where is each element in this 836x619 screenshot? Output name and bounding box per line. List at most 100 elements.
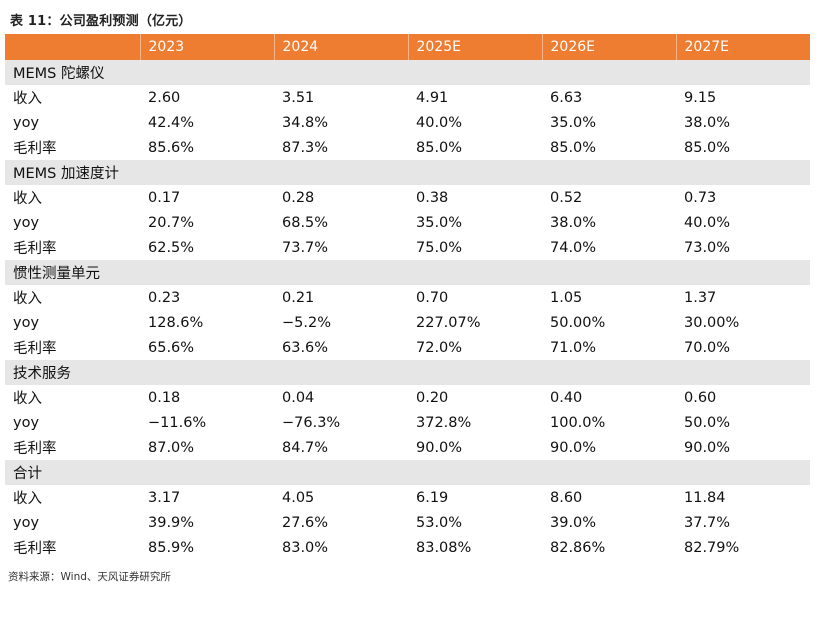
section-name: 惯性测量单元: [5, 260, 140, 285]
value-cell: 73.7%: [282, 239, 329, 256]
section-empty-cell: [408, 160, 542, 185]
section-empty-cell: [542, 360, 676, 385]
value-cell: 40.0%: [416, 114, 463, 131]
header-cell: [5, 34, 141, 60]
section-name: 技术服务: [5, 360, 140, 385]
value-cell: 85.0%: [684, 139, 731, 156]
section-empty-cell: [408, 60, 542, 85]
header-row: 2023 2024 2025E 2026E 2027E: [5, 34, 810, 60]
value-cell: 3.17: [148, 489, 181, 506]
value-cell: 3.51: [282, 89, 315, 106]
table-row: yoy 20.7% 68.5% 35.0% 38.0% 40.0%: [5, 210, 810, 235]
value-cell: 0.28: [282, 189, 315, 206]
value-cell: 0.18: [148, 389, 181, 406]
value-cell: 20.7%: [148, 214, 195, 231]
row-label: yoy: [13, 214, 40, 231]
row-label: yoy: [13, 514, 40, 531]
section-empty-cell: [140, 60, 274, 85]
row-label: 毛利率: [13, 441, 57, 457]
value-cell: 39.0%: [550, 514, 597, 531]
row-label: 毛利率: [13, 141, 57, 157]
value-cell: 11.84: [684, 489, 726, 506]
value-cell: 6.63: [550, 89, 583, 106]
section-empty-cell: [676, 360, 810, 385]
row-label: 收入: [13, 191, 42, 207]
value-cell: 1.05: [550, 289, 583, 306]
value-cell: 85.9%: [148, 539, 195, 556]
value-cell: 75.0%: [416, 239, 463, 256]
section-empty-cell: [274, 260, 408, 285]
value-cell: 0.38: [416, 189, 449, 206]
table-row: 毛利率 85.6% 87.3% 85.0% 85.0% 85.0%: [5, 135, 810, 160]
value-cell: 90.0%: [550, 439, 597, 456]
value-cell: 4.05: [282, 489, 315, 506]
section-empty-cell: [676, 60, 810, 85]
section-empty-cell: [542, 260, 676, 285]
value-cell: 0.73: [684, 189, 717, 206]
table-row: 收入 0.17 0.28 0.38 0.52 0.73: [5, 185, 810, 210]
value-cell: 39.9%: [148, 514, 195, 531]
section-empty-cell: [676, 160, 810, 185]
table-row: 毛利率 62.5% 73.7% 75.0% 74.0% 73.0%: [5, 235, 810, 260]
value-cell: 50.0%: [684, 414, 731, 431]
value-cell: 372.8%: [416, 414, 472, 431]
header-cell: 2025E: [408, 34, 543, 60]
table-row: 收入 0.23 0.21 0.70 1.05 1.37: [5, 285, 810, 310]
value-cell: 74.0%: [550, 239, 597, 256]
section-empty-cell: [408, 260, 542, 285]
section-empty-cell: [542, 460, 676, 485]
table-row: 收入 2.60 3.51 4.91 6.63 9.15: [5, 85, 810, 110]
header-cell: 2023: [140, 34, 275, 60]
row-label: yoy: [13, 414, 40, 431]
value-cell: 38.0%: [550, 214, 597, 231]
value-cell: 4.91: [416, 89, 449, 106]
section-name: MEMS 加速度计: [5, 160, 140, 185]
table-row: yoy 128.6% −5.2% 227.07% 50.00% 30.00%: [5, 310, 810, 335]
section-empty-cell: [274, 460, 408, 485]
section-empty-cell: [274, 160, 408, 185]
value-cell: 82.79%: [684, 539, 740, 556]
value-cell: 6.19: [416, 489, 449, 506]
value-cell: 70.0%: [684, 339, 731, 356]
table-row: 毛利率 65.6% 63.6% 72.0% 71.0% 70.0%: [5, 335, 810, 360]
row-label: yoy: [13, 314, 40, 331]
source-note: 资料来源：Wind、天风证券研究所: [8, 571, 171, 583]
section-empty-cell: [676, 260, 810, 285]
section-empty-cell: [542, 60, 676, 85]
value-cell: −5.2%: [282, 314, 331, 331]
value-cell: 62.5%: [148, 239, 195, 256]
section-empty-cell: [140, 360, 274, 385]
value-cell: 73.0%: [684, 239, 731, 256]
section-header-row: MEMS 加速度计: [5, 160, 810, 185]
value-cell: 128.6%: [148, 314, 204, 331]
table-title: 表 11：公司盈利预测（亿元）: [10, 14, 192, 29]
value-cell: 71.0%: [550, 339, 597, 356]
value-cell: 84.7%: [282, 439, 329, 456]
value-cell: 0.52: [550, 189, 583, 206]
section-header-row: 技术服务: [5, 360, 810, 385]
value-cell: 87.3%: [282, 139, 329, 156]
table-row: 毛利率 87.0% 84.7% 90.0% 90.0% 90.0%: [5, 435, 810, 460]
value-cell: 27.6%: [282, 514, 329, 531]
row-label: 收入: [13, 391, 42, 407]
section-empty-cell: [140, 460, 274, 485]
value-cell: 42.4%: [148, 114, 195, 131]
value-cell: 83.08%: [416, 539, 472, 556]
value-cell: 34.8%: [282, 114, 329, 131]
value-cell: 37.7%: [684, 514, 731, 531]
row-label: 毛利率: [13, 341, 57, 357]
value-cell: 227.07%: [416, 314, 481, 331]
table-row: yoy 42.4% 34.8% 40.0% 35.0% 38.0%: [5, 110, 810, 135]
section-empty-cell: [408, 460, 542, 485]
value-cell: 50.00%: [550, 314, 606, 331]
value-cell: 0.70: [416, 289, 449, 306]
value-cell: 0.17: [148, 189, 181, 206]
value-cell: 8.60: [550, 489, 583, 506]
row-label: 毛利率: [13, 241, 57, 257]
section-empty-cell: [140, 160, 274, 185]
value-cell: 85.0%: [416, 139, 463, 156]
value-cell: 90.0%: [684, 439, 731, 456]
value-cell: 30.00%: [684, 314, 740, 331]
table-row: 毛利率 85.9% 83.0% 83.08% 82.86% 82.79%: [5, 535, 810, 560]
value-cell: 68.5%: [282, 214, 329, 231]
